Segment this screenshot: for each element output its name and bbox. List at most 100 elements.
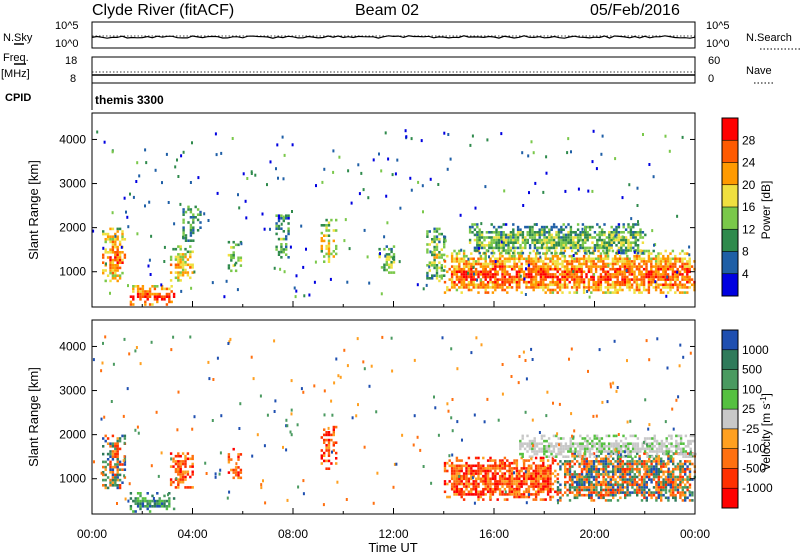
echo-cell <box>104 251 107 254</box>
echo-cell <box>654 283 658 287</box>
echo-cell <box>501 392 504 396</box>
echo-cell <box>438 253 441 257</box>
echo-cell <box>588 228 592 231</box>
echo-cell <box>676 462 680 466</box>
echo-cell <box>525 267 527 271</box>
echo-cell <box>104 279 107 283</box>
echo-cell <box>549 480 552 483</box>
echo-cell <box>623 275 627 279</box>
echo-cell <box>194 216 197 219</box>
echo-cell <box>506 265 509 268</box>
echo-cell <box>619 447 623 451</box>
echo-cell <box>670 442 673 445</box>
echo-cell <box>388 253 391 256</box>
echo-cell <box>579 434 582 438</box>
echo-cell <box>645 262 648 266</box>
echo-cell <box>488 244 491 247</box>
echo-cell <box>574 231 577 234</box>
echo-cell <box>621 270 624 274</box>
echo-cell <box>607 480 610 484</box>
echo-cell <box>163 295 166 298</box>
echo-cell <box>179 253 182 256</box>
echo-cell <box>633 265 636 268</box>
echo-cell <box>669 257 672 261</box>
echo-cell <box>116 261 119 264</box>
echo-cell <box>570 286 574 289</box>
echo-cell <box>638 257 641 261</box>
echo-cell <box>479 280 483 284</box>
echo-cell <box>477 490 480 494</box>
echo-cell <box>563 286 567 289</box>
echo-cell <box>604 278 607 281</box>
echo-cell <box>390 263 393 267</box>
echo-cell <box>615 452 618 456</box>
echo-cell <box>458 257 461 261</box>
echo-cell <box>525 280 528 284</box>
echo-cell <box>141 505 145 508</box>
echo-cell <box>662 278 665 281</box>
echo-cell <box>484 474 487 478</box>
echo-cell <box>540 225 544 229</box>
echo-cell <box>571 491 574 494</box>
echo-cell <box>357 163 360 167</box>
echo-cell <box>118 243 122 246</box>
echo-cell <box>476 233 479 237</box>
echo-cell <box>443 480 447 483</box>
echo-cell <box>540 447 544 451</box>
echo-cell <box>177 276 180 280</box>
echo-cell <box>616 486 620 489</box>
y-tick-label: 1000 <box>59 265 86 279</box>
echo-cell <box>129 300 133 304</box>
echo-cell <box>537 474 540 478</box>
echo-cell <box>388 271 391 274</box>
echo-cell <box>472 493 475 496</box>
echo-cell <box>631 442 635 445</box>
echo-cell <box>228 490 231 494</box>
echo-cell <box>604 493 608 497</box>
echo-cell <box>320 449 323 452</box>
echo-cell <box>124 497 127 501</box>
echo-cell <box>684 455 688 458</box>
echo-cell <box>602 496 605 500</box>
echo-cell <box>580 457 584 461</box>
echo-cell <box>467 280 471 284</box>
echo-cell <box>525 275 528 279</box>
echo-cell <box>390 250 393 254</box>
echo-cell <box>624 462 627 466</box>
echo-cell <box>534 181 537 185</box>
echo-cell <box>594 270 598 274</box>
echo-cell <box>612 475 615 479</box>
echo-cell <box>612 381 615 385</box>
echo-cell <box>613 339 616 343</box>
echo-cell <box>679 480 682 484</box>
echo-cell <box>647 273 651 276</box>
echo-cell <box>636 223 640 226</box>
echo-cell <box>182 234 185 237</box>
echo-cell <box>313 280 316 284</box>
echo-cell <box>184 255 187 259</box>
echo-cell <box>626 280 629 284</box>
echo-cell <box>633 270 636 274</box>
echo-cell <box>599 283 603 287</box>
echo-cell <box>560 246 563 250</box>
echo-cell <box>643 486 646 489</box>
echo-cell <box>576 452 580 456</box>
echo-cell <box>109 452 112 456</box>
echo-cell <box>554 260 557 263</box>
echo-cell <box>658 445 661 448</box>
echo-cell <box>567 455 570 458</box>
echo-cell <box>520 262 523 266</box>
echo-cell <box>498 254 502 258</box>
echo-cell <box>556 267 559 271</box>
echo-cell <box>592 278 595 281</box>
echo-cell <box>460 474 463 478</box>
echo-cell <box>554 280 557 284</box>
echo-cell <box>595 478 598 481</box>
echo-cell <box>506 498 509 501</box>
echo-cell <box>585 470 588 474</box>
echo-cell <box>665 447 668 451</box>
echo-cell <box>652 486 656 489</box>
echo-cell <box>385 263 388 267</box>
echo-cell <box>386 221 389 225</box>
echo-cell <box>455 283 459 287</box>
